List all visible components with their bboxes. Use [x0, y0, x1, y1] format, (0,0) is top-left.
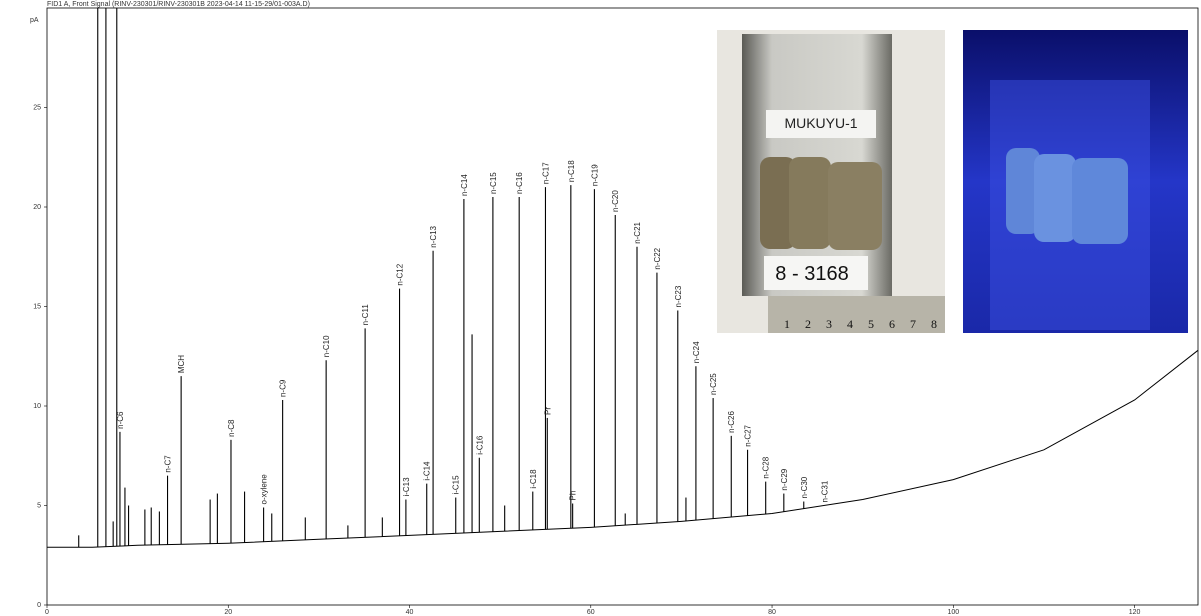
x-tick-label: 60: [587, 609, 595, 616]
peak-label: n-C28: [762, 456, 771, 478]
ruler-label: 4: [847, 317, 853, 331]
peak-label: o-xylene: [260, 474, 269, 505]
y-tick-label: 10: [33, 403, 41, 410]
peak-label: n-C25: [709, 373, 718, 395]
peak-label: n-C7: [164, 455, 173, 473]
peak-label: n-C8: [227, 419, 236, 437]
peak-label: n-C10: [322, 335, 331, 357]
y-tick-label: 25: [33, 105, 41, 112]
peak-label: n-C27: [744, 424, 753, 446]
peak-label: n-C31: [821, 480, 830, 502]
peak-label: Pr: [543, 407, 552, 415]
x-tick-label: 20: [224, 609, 232, 616]
peak-label: n-C26: [727, 411, 736, 433]
peak-label: n-C17: [541, 162, 550, 184]
y-tick-label: 20: [33, 204, 41, 211]
ruler-label: 8: [931, 317, 937, 331]
peak-label: n-C29: [780, 468, 789, 490]
peak-label: i-C15: [452, 475, 461, 495]
peak-label: n-C18: [567, 160, 576, 182]
peak-label: n-C21: [633, 221, 642, 243]
peak-label: n-C24: [692, 341, 701, 363]
chart-title: FID1 A, Front Signal (RINV-230301/RINV-2…: [47, 1, 310, 8]
peak-label: n-C12: [396, 263, 405, 285]
peak-label: n-C14: [460, 174, 469, 196]
peak-label: i-C16: [475, 435, 484, 455]
ruler-label: 1: [784, 317, 790, 331]
y-tick-label: 5: [37, 503, 41, 510]
ruler-label: 6: [889, 317, 895, 331]
ruler-label: 7: [910, 317, 916, 331]
peak-label: n-C15: [489, 172, 498, 194]
peak-label: i-C18: [529, 469, 538, 489]
y-unit: pA: [30, 17, 39, 24]
peak-label: Ph: [569, 491, 578, 501]
x-tick-label: 120: [1129, 609, 1141, 616]
x-tick-label: 100: [947, 609, 959, 616]
ruler-label: 5: [868, 317, 874, 331]
x-tick-label: 40: [406, 609, 414, 616]
peak-label: n-C20: [611, 190, 620, 212]
peak-label: n-C9: [279, 379, 288, 397]
x-tick-label: 0: [45, 609, 49, 616]
peak-label: i-C14: [423, 461, 432, 481]
ruler-label: 3: [826, 317, 832, 331]
peak-label: n-C6: [116, 411, 125, 429]
peak-label: n-C11: [361, 304, 370, 326]
sample-tag: MUKUYU-1: [784, 115, 857, 131]
peak-label: n-C30: [800, 476, 809, 498]
peak-label: n-C13: [429, 225, 438, 247]
baseline-trace: [47, 349, 1199, 548]
peak-label: n-C16: [515, 172, 524, 194]
depth-tag: 8 - 3168: [775, 263, 848, 285]
peak-label: n-C19: [590, 164, 599, 186]
y-tick-label: 0: [37, 602, 41, 609]
peak-label: i-C13: [402, 477, 411, 497]
photo-core-daylight: MUKUYU-1 8 - 3168 1 2 3 4 5 6 7 8: [717, 30, 945, 333]
ruler-label: 2: [805, 317, 811, 331]
peak-label: n-C23: [674, 285, 683, 307]
peak-label: n-C22: [653, 247, 662, 269]
peak-label: MCH: [177, 355, 186, 373]
x-tick-label: 80: [768, 609, 776, 616]
y-tick-label: 15: [33, 304, 41, 311]
photo-core-uv: [963, 30, 1188, 333]
